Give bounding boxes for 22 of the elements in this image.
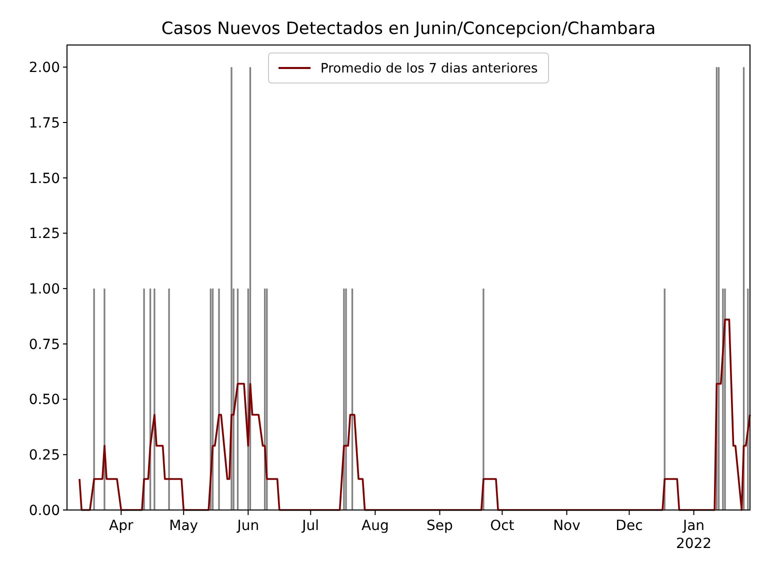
y-tick-label: 0.75 — [28, 336, 60, 353]
y-tick-label: 0.25 — [28, 448, 60, 464]
x-tick-label: Jan 2022 — [676, 518, 712, 552]
y-tick-label: 1.00 — [28, 281, 60, 298]
chart-title: Casos Nuevos Detectados en Junin/Concepcion/Chambara — [161, 19, 656, 39]
y-tick-label: 1.75 — [28, 115, 60, 132]
x-tick-label: Jul — [301, 518, 320, 534]
line-series — [78, 318, 751, 511]
legend-label: Promedio de los 7 dias anteriores — [320, 62, 538, 77]
x-tick-label: May — [169, 518, 198, 534]
x-tick-label: Oct — [490, 518, 515, 534]
y-tick-label: 0.50 — [28, 392, 60, 408]
y-tick-label: 2.00 — [28, 60, 60, 76]
x-tick-label: Apr — [109, 518, 134, 534]
x-tick-label: Aug — [362, 518, 389, 534]
y-tick-label: 1.50 — [28, 170, 60, 187]
y-tick-label: 1.25 — [28, 226, 60, 242]
x-tick-label: Jun — [236, 518, 260, 534]
x-tick-label: Dec — [616, 518, 643, 534]
x-tick-label: Sep — [426, 518, 454, 534]
x-tick-label: Nov — [553, 518, 580, 534]
y-tick-label: 0.00 — [28, 502, 60, 519]
